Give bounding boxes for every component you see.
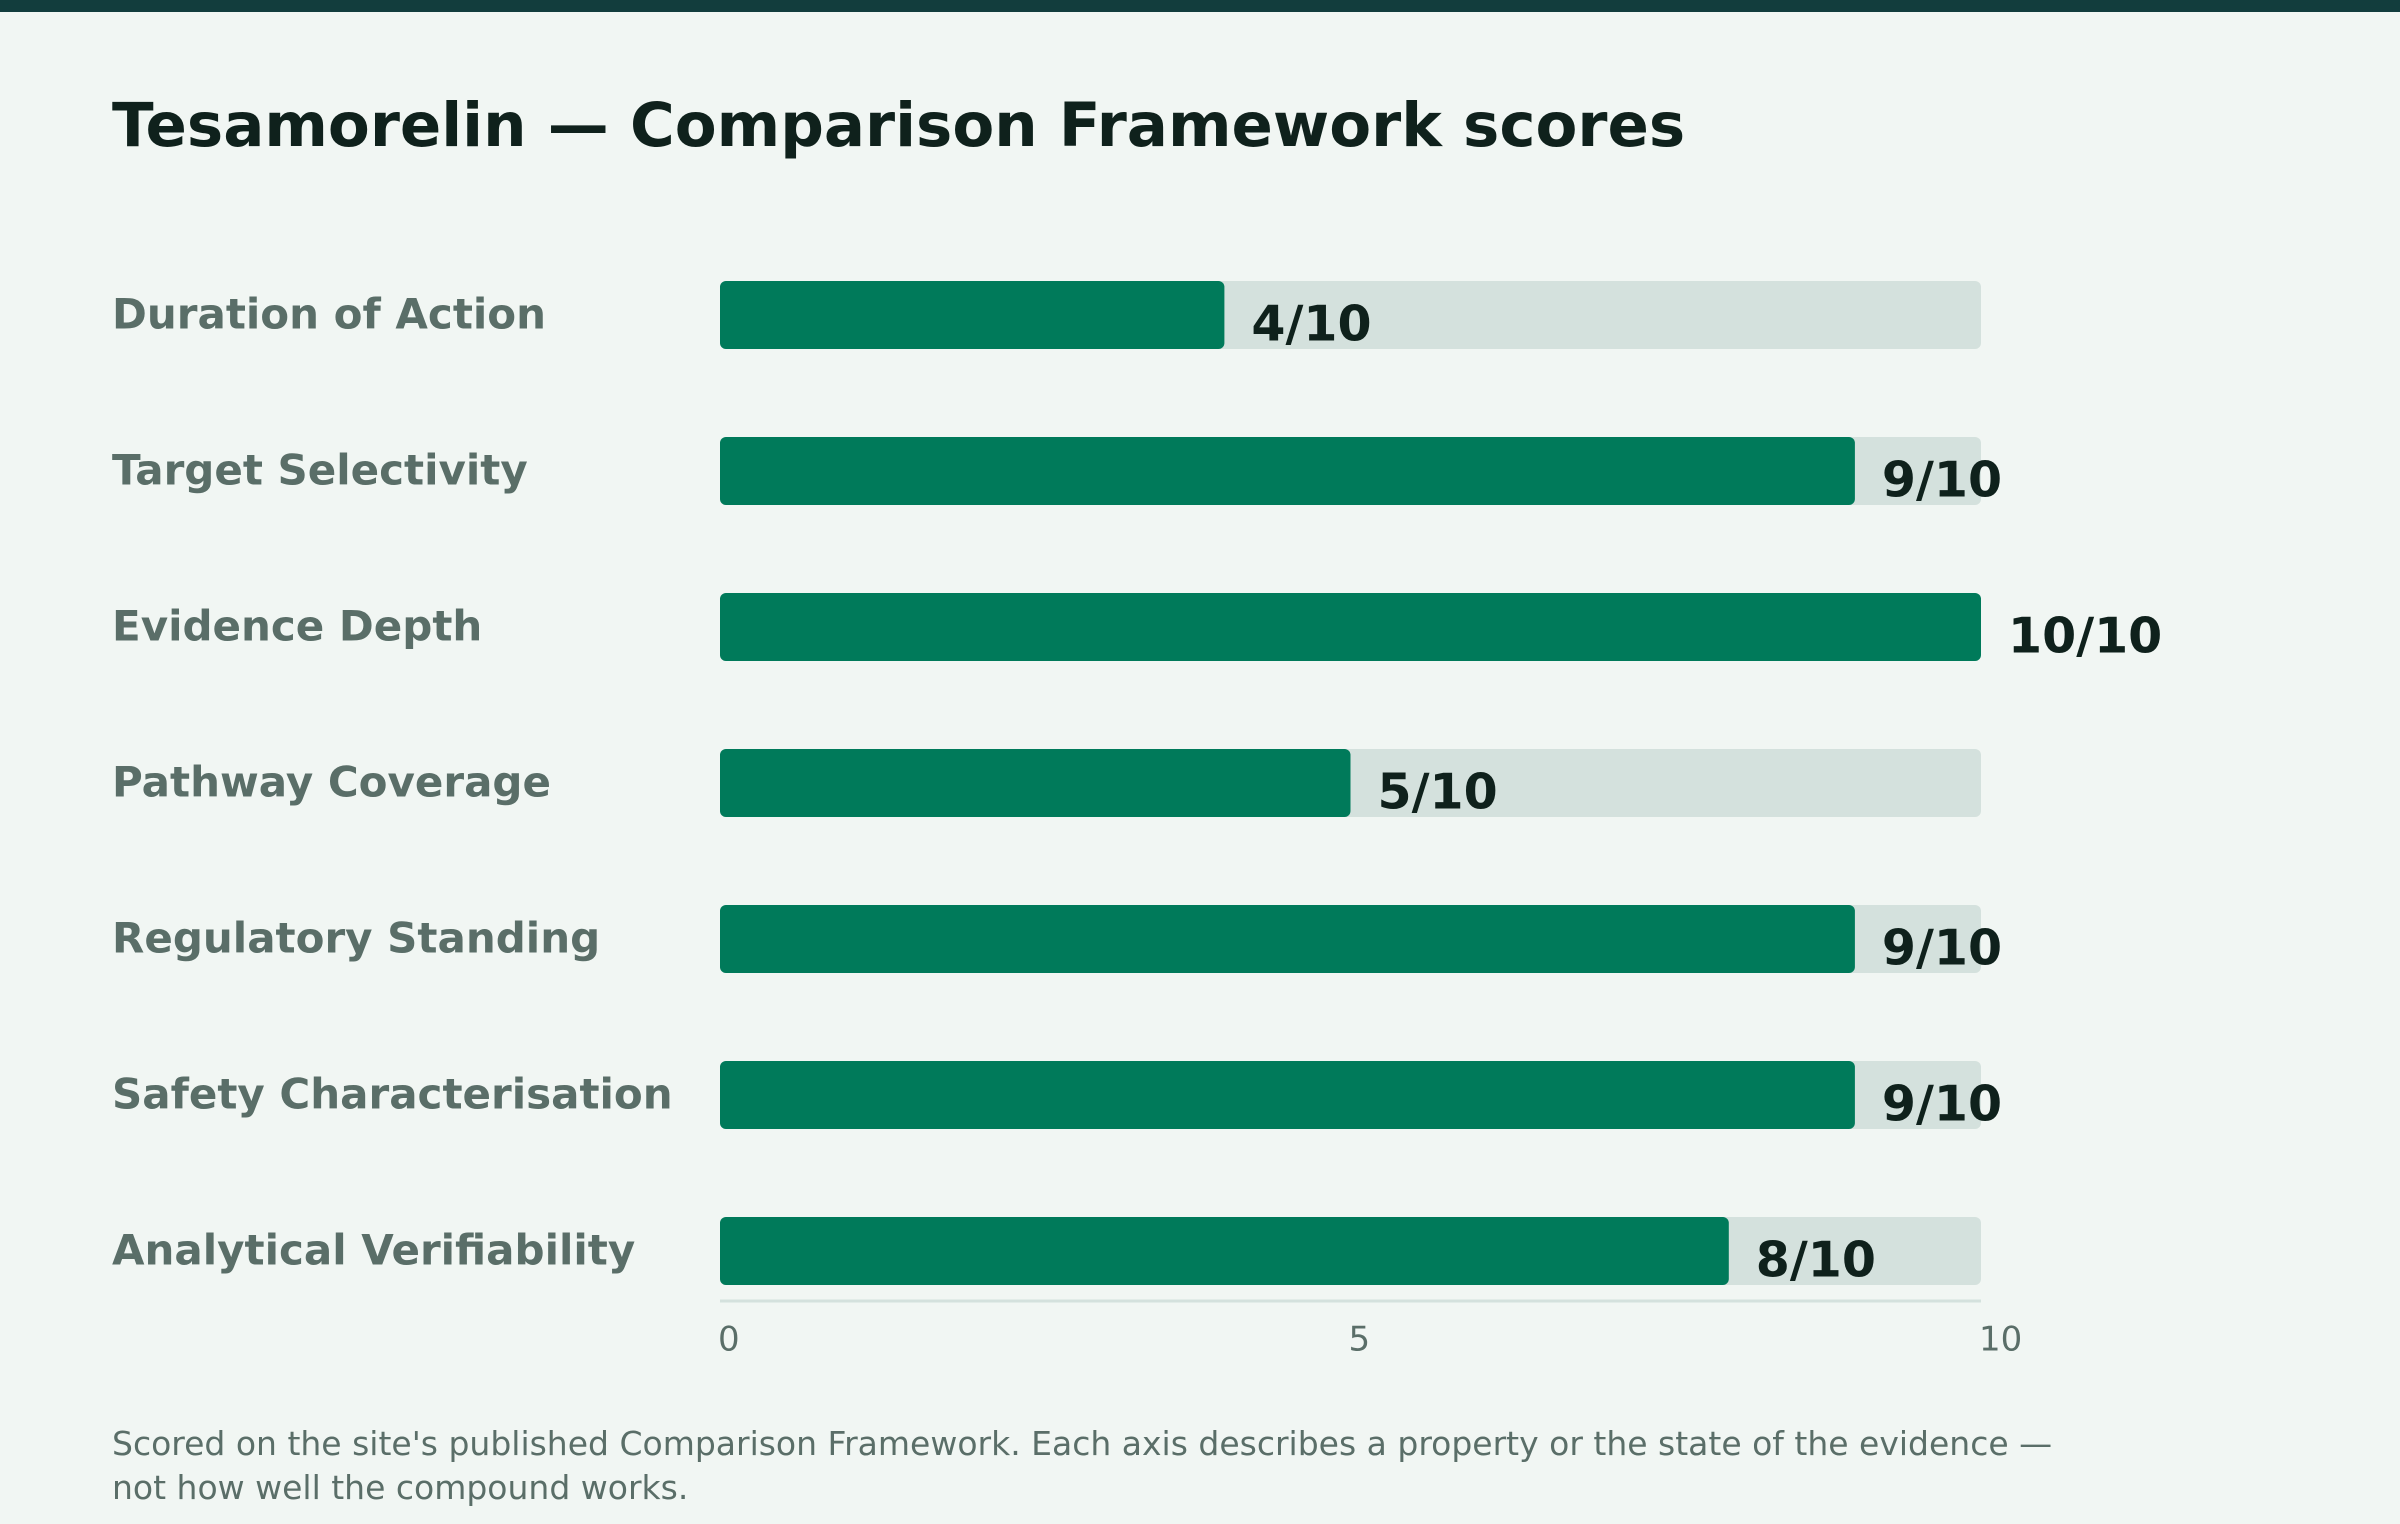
top-accent-bar (0, 0, 2400, 12)
category-label: Evidence Depth (112, 602, 482, 651)
value-label: 9/10 (1882, 920, 2002, 977)
chart-title: Tesamorelin — Comparison Framework score… (112, 90, 1686, 161)
bar-chart: Duration of Action 4/10 Target Selectivity… (112, 281, 2162, 1360)
category-label: Pathway Coverage (112, 758, 551, 807)
category-label: Duration of Action (112, 290, 546, 339)
bar (720, 281, 1225, 349)
bar (720, 437, 1855, 505)
x-tick-label: 0 (718, 1320, 740, 1360)
bar-row: Pathway Coverage 5/10 (112, 749, 1981, 821)
bar-row: Target Selectivity 9/10 (112, 437, 2002, 509)
category-label: Safety Characterisation (112, 1070, 673, 1119)
value-label: 9/10 (1882, 452, 2002, 509)
category-label: Target Selectivity (112, 446, 528, 495)
bar (720, 1061, 1855, 1129)
category-label: Regulatory Standing (112, 914, 600, 963)
value-label: 8/10 (1756, 1232, 1876, 1289)
category-label: Analytical Verifiability (112, 1226, 635, 1275)
value-label: 10/10 (2008, 608, 2162, 665)
bar (720, 1217, 1729, 1285)
bar (720, 905, 1855, 973)
bar-row: Duration of Action 4/10 (112, 281, 1981, 353)
footnote: Scored on the site's published Compariso… (112, 1424, 2053, 1507)
value-label: 9/10 (1882, 1076, 2002, 1133)
bar (720, 749, 1351, 817)
bar-row: Evidence Depth 10/10 (112, 593, 2162, 665)
x-tick-label: 5 (1349, 1320, 1371, 1360)
bar (720, 593, 1981, 661)
bar-row: Safety Characterisation 9/10 (112, 1061, 2002, 1133)
bar-row: Regulatory Standing 9/10 (112, 905, 2002, 977)
value-label: 5/10 (1378, 764, 1498, 821)
x-tick-label: 10 (1979, 1320, 2022, 1360)
bar-row: Analytical Verifiability 8/10 (112, 1217, 1981, 1289)
value-label: 4/10 (1251, 296, 1371, 353)
